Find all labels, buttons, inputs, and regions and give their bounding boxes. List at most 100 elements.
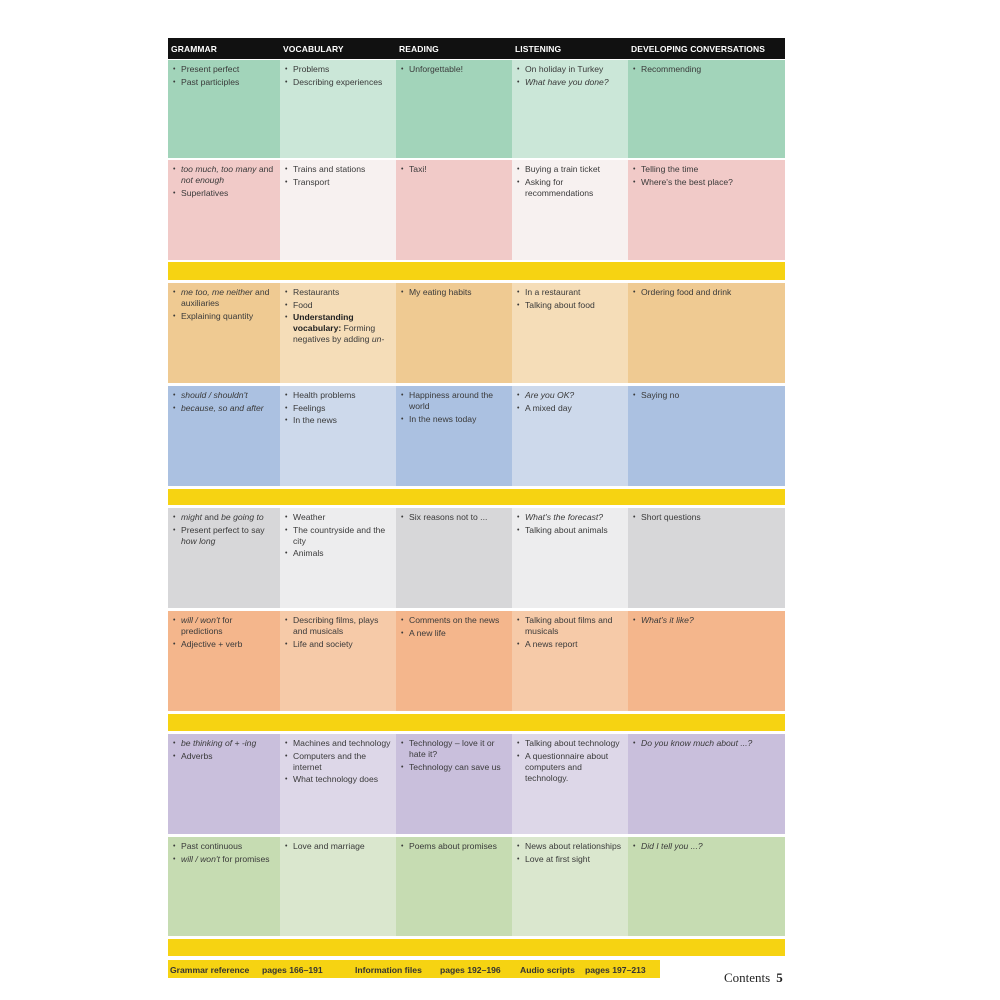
list-item: Saying no (632, 390, 781, 401)
cell-reading: Taxi! (396, 160, 512, 260)
list-item: Poems about promises (400, 841, 508, 852)
item-text: should / shouldn't (181, 390, 248, 400)
item-text: Poems about promises (409, 841, 497, 851)
list-item: Unforgettable! (400, 64, 508, 75)
list-item: Ordering food and drink (632, 287, 781, 298)
item-text: Health problems (293, 390, 356, 400)
unit-row: Past continuous will / won't for promises… (168, 837, 785, 936)
item-text: Did I tell you ...? (641, 841, 703, 851)
list-item: News about relationships (516, 841, 624, 852)
item-text: Present perfect to say (181, 524, 265, 535)
item-text: Trains and stations (293, 164, 366, 174)
item-text: me too, me neither (181, 287, 253, 297)
item-text: too much, too many (181, 164, 257, 174)
item-text: Superlatives (181, 187, 229, 198)
cell-grammar: should / shouldn't because, so and after (168, 386, 280, 486)
list-item: Transport (284, 177, 392, 188)
list-item: Talking about films and musicals (516, 615, 624, 637)
item-text: Past participles (181, 76, 240, 87)
page-number: 5 (776, 970, 783, 985)
list-item: might and be going to (172, 512, 276, 523)
cell-grammar: Present perfect Past participles (168, 60, 280, 158)
item-text: A new life (409, 627, 446, 638)
item-text: Short questions (641, 512, 701, 522)
page-label: Contents (724, 970, 771, 985)
cell-listening: Talking about technology A questionnaire … (512, 734, 628, 834)
list-item: Are you OK? (516, 390, 624, 401)
information-files-label: Information files (355, 965, 422, 975)
list-item: Feelings (284, 403, 392, 414)
cell-reading: Unforgettable! (396, 60, 512, 158)
list-item: be thinking of + -ing (172, 738, 276, 749)
item-text: Where's the best place? (641, 176, 733, 187)
item-text: Buying a train ticket (525, 164, 600, 174)
cell-developing-conversations: Did I tell you ...? (628, 837, 785, 936)
cell-developing-conversations: Saying no (628, 386, 785, 486)
item-text: News about relationships (525, 841, 622, 851)
item-text: Recommending (641, 64, 702, 74)
list-item: Where's the best place? (632, 177, 781, 188)
cell-vocabulary: Weather The countryside and the city Anima… (280, 508, 396, 608)
list-item: Six reasons not to ... (400, 512, 508, 523)
column-header-bar: GRAMMAR VOCABULARY READING LISTENING DEVELOP… (168, 38, 785, 59)
list-item: The countryside and the city (284, 525, 392, 547)
list-item: Happiness around the world (400, 390, 508, 412)
item-text: because, so and after (181, 402, 264, 413)
cell-vocabulary: Machines and technology Computers and the… (280, 734, 396, 834)
item-text: Asking for recommendations (525, 176, 594, 198)
item-text: Saying no (641, 390, 680, 400)
list-item: Food (284, 300, 392, 311)
list-item: Present perfect (172, 64, 276, 75)
item-text: The countryside and the city (293, 524, 386, 546)
list-item: Problems (284, 64, 392, 75)
unit-divider-band (168, 489, 785, 505)
item-text: What technology does (293, 774, 379, 784)
cell-listening: In a restaurant Talking about food (512, 283, 628, 383)
cell-developing-conversations: What's it like? (628, 611, 785, 711)
item-text: be thinking of + -ing (181, 738, 257, 748)
column-header: GRAMMAR (171, 44, 218, 54)
reference-strip: Grammar reference pages 166–191 Informat… (168, 960, 660, 978)
item-text: What's it like? (641, 615, 694, 625)
item-text: Technology can save us (409, 761, 501, 772)
item-text: Are you OK? (525, 390, 575, 400)
item-text: Past continuous (181, 841, 243, 851)
item-text: Machines and technology (293, 738, 391, 748)
item-text: Adjective + verb (181, 638, 243, 649)
item-text: In a restaurant (525, 287, 581, 297)
list-item: Describing experiences (284, 77, 392, 88)
cell-listening: Talking about films and musicals A news r… (512, 611, 628, 711)
list-item: Restaurants (284, 287, 392, 298)
item-text: and (202, 512, 222, 522)
item-text: Taxi! (409, 164, 427, 174)
item-text: for promises (219, 853, 270, 864)
cell-listening: News about relationships Love at first si… (512, 837, 628, 936)
list-item: What have you done? (516, 77, 624, 88)
item-text: In the news (293, 415, 337, 425)
column-header: VOCABULARY (283, 44, 344, 54)
list-item: Computers and the internet (284, 751, 392, 773)
list-item: What's the forecast? (516, 512, 624, 523)
item-text: Telling the time (641, 164, 699, 174)
list-item: Love at first sight (516, 854, 624, 865)
list-item: Present perfect to say how long (172, 525, 276, 547)
list-item: Machines and technology (284, 738, 392, 749)
grammar-reference-label: Grammar reference (170, 965, 250, 975)
list-item: Past continuous (172, 841, 276, 852)
item-text: be going to (221, 512, 264, 522)
grammar-reference-pages: pages 166–191 (262, 965, 323, 975)
item-text: Technology – love it or hate it? (409, 738, 495, 759)
unit-row: me too, me neither and auxiliariesExplai… (168, 283, 785, 383)
item-text: On holiday in Turkey (525, 64, 604, 74)
item-text: Animals (293, 548, 324, 558)
cell-grammar: Past continuous will / won't for promises (168, 837, 280, 936)
column-header: LISTENING (515, 44, 562, 54)
item-text: My eating habits (409, 287, 472, 297)
unit-row: will / won't for predictionsAdjective + … (168, 611, 785, 711)
cell-developing-conversations: Short questions (628, 508, 785, 608)
item-text: Present perfect (181, 64, 240, 74)
audio-scripts-label: Audio scripts (520, 965, 575, 975)
list-item: too much, too many and not enough (172, 164, 276, 186)
item-text: A mixed day (525, 402, 572, 413)
item-text: Unforgettable! (409, 64, 463, 74)
